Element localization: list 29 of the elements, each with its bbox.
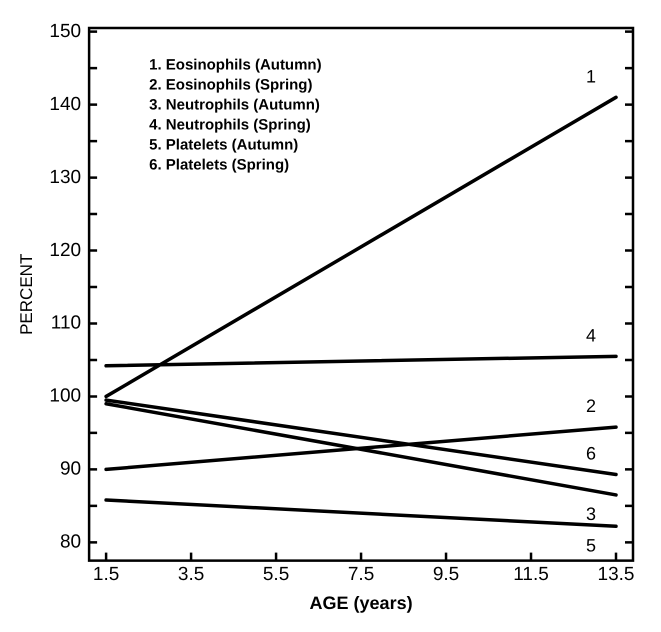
legend-label: 1 xyxy=(586,66,596,86)
annotation: 3. Neutrophils (Autumn) xyxy=(149,96,320,114)
y-tick-label: 80 xyxy=(60,532,82,553)
y-tick-label: 120 xyxy=(49,240,82,261)
y-axis-title: PERCENT xyxy=(16,254,36,335)
x-tick-label: 11.5 xyxy=(513,564,549,586)
legend-label: 4 xyxy=(586,325,596,346)
y-tick-label: 100 xyxy=(49,386,82,407)
x-tick-label: 7.5 xyxy=(348,564,374,586)
series-label: 6 xyxy=(586,443,596,464)
x-tick-label: 9.5 xyxy=(432,564,460,586)
annotation: 5. Platelets (Autumn) xyxy=(149,136,298,154)
annotation: 6. Platelets (Spring) xyxy=(149,156,290,174)
y-tick-label: 150 xyxy=(49,20,82,42)
y-tick-label: 140 xyxy=(49,94,82,115)
x-tick-label: 3.5 xyxy=(178,564,204,586)
annotation: 2. Eosinophils (Spring) xyxy=(149,76,312,94)
x-tick-label: 13.5 xyxy=(598,564,634,586)
annotation: 1. Eosinophils (Autumn) xyxy=(149,56,322,74)
y-tick-label: 90 xyxy=(60,458,82,480)
y-tick-label: 130 xyxy=(49,166,82,188)
x-axis-title: AGE (years) xyxy=(310,593,413,614)
legend-label: 2 xyxy=(586,396,596,416)
legend-label: 5 xyxy=(586,535,596,556)
x-tick-label: 1.5 xyxy=(92,564,120,586)
annotation: 4. Neutrophils (Spring) xyxy=(149,116,311,134)
legend-label: 3 xyxy=(586,504,596,524)
y-tick-label: 110 xyxy=(50,312,82,334)
x-tick-label: 5.5 xyxy=(262,564,290,586)
